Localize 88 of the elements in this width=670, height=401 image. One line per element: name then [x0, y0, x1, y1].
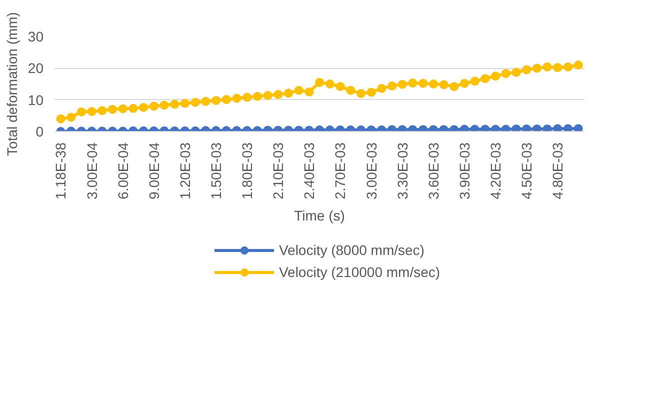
y-tick-label: 0 [36, 124, 44, 140]
point [522, 65, 532, 74]
x-tick-label: 4.20E-03 [487, 142, 504, 200]
x-tick-label: 1.20E-03 [176, 142, 193, 200]
x-tick-label: 3.90E-03 [456, 142, 472, 200]
point [501, 124, 510, 132]
point [222, 95, 231, 104]
x-tick-label: 6.00E-04 [114, 142, 131, 200]
point [128, 104, 138, 113]
point [263, 90, 272, 100]
point [284, 88, 293, 98]
point [553, 63, 562, 72]
x-tick-label: 3.60E-03 [425, 142, 442, 200]
point [118, 104, 128, 114]
y-tick-label: 30 [28, 28, 44, 44]
point [304, 87, 314, 96]
point [149, 102, 158, 111]
point [180, 98, 190, 108]
point [450, 82, 459, 92]
point [377, 84, 386, 93]
point [490, 124, 500, 132]
point [542, 124, 552, 132]
x-tick-label: 1.80E-03 [239, 142, 256, 200]
point [66, 112, 76, 122]
x-tick-label: 2.40E-03 [301, 142, 318, 200]
point [232, 94, 242, 103]
point [274, 90, 283, 99]
legend-label: Velocity (210000 mm/sec) [278, 263, 440, 281]
point [242, 92, 252, 102]
point [98, 106, 107, 116]
point [512, 124, 521, 132]
point [336, 82, 345, 92]
point [315, 78, 324, 87]
y-tick-label: 20 [28, 60, 44, 76]
point [139, 102, 148, 112]
point [108, 104, 117, 114]
point [512, 68, 521, 77]
point [170, 100, 180, 109]
point [553, 124, 562, 132]
x-tick-label: 2.10E-03 [270, 142, 286, 200]
point [480, 124, 490, 132]
point [211, 96, 220, 105]
point [460, 78, 469, 88]
point [522, 124, 532, 132]
point [563, 62, 572, 72]
point [190, 98, 200, 107]
point [294, 86, 304, 95]
y-axis-title: Total deformation (mm) [4, 12, 20, 156]
point [76, 107, 86, 116]
point [574, 124, 583, 132]
point [563, 124, 572, 132]
point [201, 96, 210, 106]
point [480, 74, 490, 84]
point [252, 92, 262, 101]
point [490, 72, 500, 81]
point [366, 88, 376, 97]
point [428, 80, 438, 88]
x-tick-label: 1.18E-38 [52, 142, 69, 200]
legend-label: Velocity (8000 mm/sec) [278, 241, 424, 259]
point [408, 78, 418, 88]
point [346, 86, 356, 95]
x-tick-label: 4.50E-03 [518, 142, 535, 200]
point [542, 62, 552, 72]
point [574, 60, 583, 70]
point [87, 107, 96, 116]
point [532, 64, 542, 73]
point [56, 114, 66, 124]
point [398, 80, 407, 89]
x-tick-label: 4.80E-03 [550, 142, 566, 200]
x-tick-label: 3.30E-03 [394, 142, 410, 200]
x-tick-label: 3.00E-03 [363, 142, 380, 200]
x-tick-label: 9.00E-04 [146, 142, 162, 200]
x-tick-label: 1.50E-03 [208, 142, 224, 200]
point [470, 124, 480, 132]
x-tick-label: 2.70E-03 [332, 142, 348, 200]
point [356, 89, 366, 98]
point [418, 78, 428, 88]
point [501, 69, 510, 78]
point [325, 80, 334, 88]
point [160, 100, 169, 110]
point [439, 80, 448, 90]
point [460, 124, 469, 132]
x-axis-title: Time (s) [294, 207, 345, 224]
point [387, 81, 396, 90]
x-tick-label: 3.00E-04 [84, 142, 100, 200]
point [532, 124, 542, 132]
point [470, 76, 480, 86]
y-tick-label: 10 [28, 92, 44, 108]
